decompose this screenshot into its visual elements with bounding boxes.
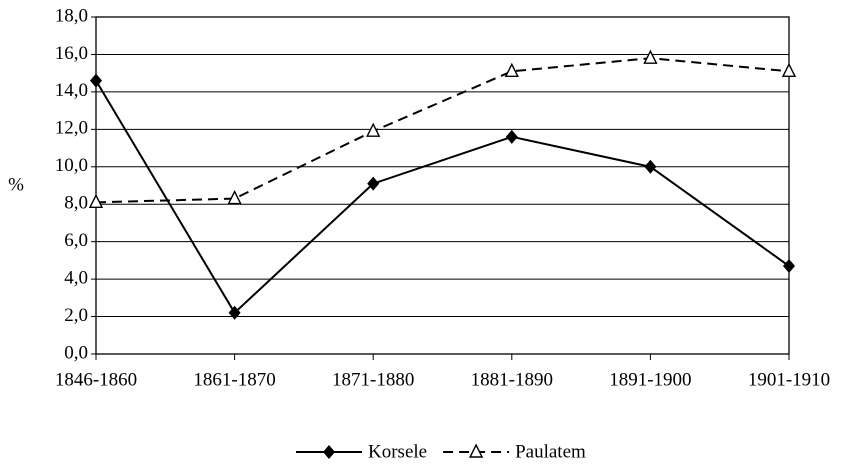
series-line xyxy=(95,80,790,315)
y-tick-label: 0,0 xyxy=(64,342,88,363)
y-tick-label: 10,0 xyxy=(55,155,88,176)
point xyxy=(783,259,795,274)
point xyxy=(504,62,519,77)
x-tick-label: 1881-1890 xyxy=(471,369,553,390)
legend-label: Korsele xyxy=(368,441,427,462)
y-tick-label: 4,0 xyxy=(64,267,88,288)
x-tick-label: 1891-1900 xyxy=(609,369,691,390)
y-tick-label: 12,0 xyxy=(55,118,88,139)
point xyxy=(505,129,518,144)
x-tick-label: 1846-1860 xyxy=(55,369,137,390)
point xyxy=(366,122,381,137)
y-axis-label: % xyxy=(8,174,24,195)
y-tick-label: 18,0 xyxy=(55,5,88,26)
point xyxy=(228,305,241,320)
y-tick-label: 8,0 xyxy=(64,193,88,214)
y-tick-label: 14,0 xyxy=(55,80,88,101)
y-tick-label: 2,0 xyxy=(64,305,88,326)
point xyxy=(781,62,797,77)
point xyxy=(367,176,380,191)
series-line xyxy=(95,57,790,204)
point xyxy=(88,193,104,209)
y-tick-label: 16,0 xyxy=(55,43,88,64)
x-tick-label: 1871-1880 xyxy=(332,369,414,390)
point xyxy=(643,49,658,64)
x-tick-label: 1901-1910 xyxy=(748,369,830,390)
point xyxy=(644,159,657,174)
x-tick-label: 1861-1870 xyxy=(193,369,275,390)
y-tick-label: 6,0 xyxy=(64,230,88,251)
point xyxy=(227,190,242,205)
legend-label: Paulatem xyxy=(515,441,586,462)
legend-marker xyxy=(323,445,335,459)
legend-marker xyxy=(468,443,484,458)
point xyxy=(90,73,102,88)
plot-frame xyxy=(95,16,790,355)
